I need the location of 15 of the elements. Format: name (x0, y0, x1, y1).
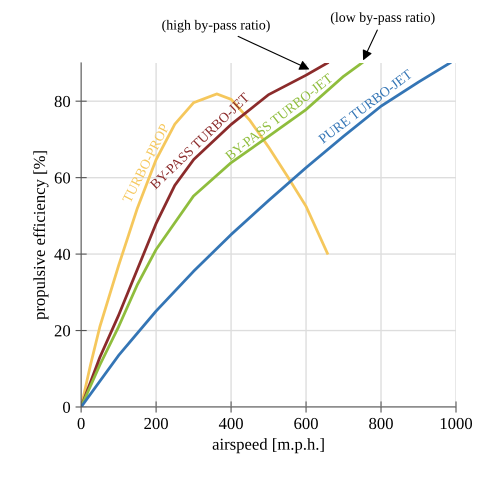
x-tick-label: 200 (144, 418, 168, 430)
y-tick-label: 80 (54, 96, 70, 108)
y-tick-label: 0 (63, 402, 70, 413)
y-axis-title: propulsive efficiency [%] (33, 151, 48, 320)
y-tick-label: 20 (54, 325, 70, 336)
y-tick-label: 40 (54, 248, 70, 260)
x-tick-label: 1000 (440, 418, 472, 430)
x-tick-label: 800 (369, 418, 393, 430)
annotation: (high by-pass ratio) (162, 20, 270, 32)
x-tick-label: 600 (294, 418, 318, 430)
y-tick-label: 60 (54, 172, 70, 184)
x-tick-label: 0 (78, 418, 85, 430)
annotation: (low by-pass ratio) (330, 12, 435, 25)
x-axis-title: airspeed [m.p.h.] (212, 438, 324, 454)
x-tick-label: 400 (218, 418, 243, 430)
